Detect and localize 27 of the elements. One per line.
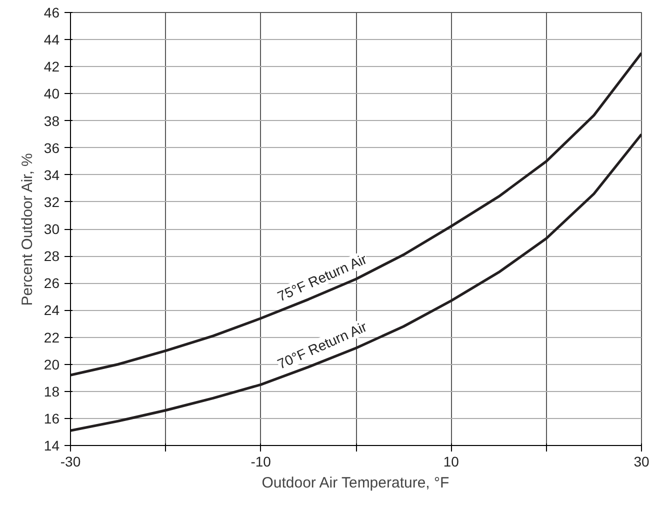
y-tick-label: 38 [44,112,60,129]
x-tick-label: -30 [60,454,81,470]
y-tick-label: 18 [44,383,60,400]
y-tick-label: 26 [44,275,60,292]
annotation: 70°F Return Air [275,318,370,372]
line-series [70,52,642,376]
line-series [70,132,642,432]
y-tick-label: 22 [44,329,60,346]
y-tick-label: 32 [44,194,60,210]
y-tick-label: 16 [44,410,60,426]
y-tick-label: 20 [44,356,60,372]
y-tick-label: 24 [44,302,60,318]
y-tick-label: 36 [44,140,60,156]
x-axis-title: Outdoor Air Temperature, °F [262,474,450,492]
y-axis-title: Percent Outdoor Air, % [18,153,36,306]
y-tick-label: 42 [44,58,60,75]
annotation: 75°F Return Air [275,250,370,304]
y-tick-label: 14 [44,438,60,454]
y-tick-label: 28 [44,248,60,264]
y-tick-label: 44 [44,32,60,48]
x-tick-label: 30 [634,454,650,470]
x-tick-label: -10 [250,454,272,470]
y-tick-label: 40 [44,86,60,102]
y-tick-label: 30 [44,221,60,237]
y-tick-label: 34 [44,166,60,183]
x-tick-label: 10 [443,454,460,470]
y-tick-label: 46 [44,4,60,20]
